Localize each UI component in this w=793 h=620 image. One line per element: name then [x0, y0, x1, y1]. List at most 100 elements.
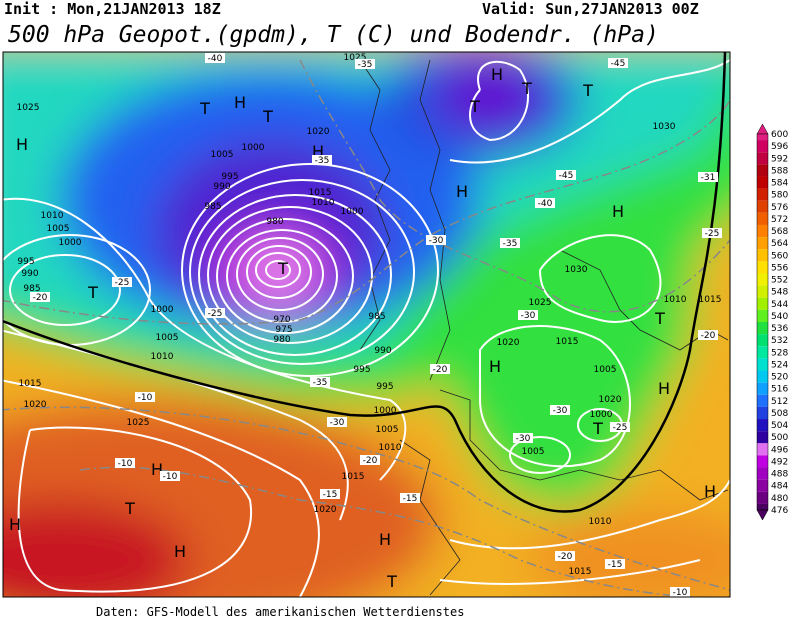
pressure-center: T: [521, 79, 532, 98]
isotherm-label: -30: [521, 311, 536, 321]
isotherm-label-box: [426, 235, 446, 245]
colorbar-label: 528: [771, 348, 788, 358]
isotherm-label: -31: [701, 173, 716, 183]
isobar-label: 1000: [242, 143, 265, 153]
colorbar-label: 536: [771, 324, 788, 334]
isobar-label: 1000: [151, 305, 174, 315]
isobar-label: 1005: [47, 224, 70, 234]
isotherm-label: -30: [553, 406, 568, 416]
pressure-center: T: [582, 81, 593, 100]
isobar-label: 990: [213, 182, 230, 192]
colorbar-swatch: [757, 152, 768, 165]
colorbar-label: 544: [771, 300, 788, 310]
pressure-center: H: [174, 542, 186, 561]
isobar-label: 1010: [41, 211, 64, 221]
colorbar-label: 552: [771, 276, 788, 286]
pressure-center: T: [199, 99, 210, 118]
isotherm-label-box: [430, 364, 450, 374]
colorbar-frame: [756, 133, 769, 511]
colorbar-label: 508: [771, 409, 788, 419]
colorbar-label: 532: [771, 336, 788, 346]
colorbar-label: 580: [771, 191, 788, 201]
isotherm-label: -20: [363, 456, 378, 466]
isobar-label: 1010: [664, 295, 687, 305]
isobar-label: 1010: [589, 517, 612, 527]
colorbar-label: 584: [771, 179, 788, 189]
colorbar-cap: [756, 509, 769, 521]
isotherm-label: -10: [118, 459, 133, 469]
isotherm-label: -20: [433, 365, 448, 375]
pressure-center: H: [612, 202, 624, 221]
isotherm-label: -30: [516, 434, 531, 444]
pressure-center: H: [704, 482, 716, 501]
isotherm-label-box: [556, 170, 576, 180]
isobar-label: 1005: [594, 365, 617, 375]
colorbar-swatch: [757, 479, 768, 492]
colorbar-label: 588: [771, 166, 788, 176]
pressure-center: H: [9, 515, 21, 534]
init-time: Init : Mon,21JAN2013 18Z: [4, 0, 221, 18]
isotherm-label: -40: [208, 54, 223, 64]
isobar-label: 980: [273, 335, 290, 345]
valid-time: Valid: Sun,27JAN2013 00Z: [482, 0, 699, 18]
pressure-center: T: [87, 283, 98, 302]
isobar-label: 1030: [653, 122, 676, 132]
isotherm-label-box: [160, 471, 180, 481]
isotherm-label-box: [205, 53, 225, 63]
isobar-label: 1020: [497, 338, 520, 348]
isotherm-label: -45: [559, 171, 574, 181]
colorbar-label: 576: [771, 203, 788, 213]
isobar-label: 1015: [309, 188, 332, 198]
colorbar-swatch: [757, 261, 768, 274]
pressure-center: T: [592, 419, 603, 438]
colorbar-swatch: [757, 358, 768, 371]
colorbar-swatch: [757, 297, 768, 310]
colorbar-label: 512: [771, 397, 788, 407]
colorbar-label: 556: [771, 263, 788, 273]
colorbar-swatch: [757, 224, 768, 238]
colorbar-label: 596: [771, 142, 788, 152]
isotherm-label-box: [327, 417, 347, 427]
isobar-label: 1020: [24, 400, 47, 410]
isobar-label: 1015: [699, 295, 722, 305]
isotherm-label: -40: [538, 199, 553, 209]
isobar-label: 1010: [379, 443, 402, 453]
colorbar-swatch: [757, 370, 768, 383]
isobar-label: 995: [221, 172, 238, 182]
colorbar-swatch: [757, 394, 768, 407]
colorbar-swatch: [757, 212, 768, 225]
isobar-label: 1005: [522, 447, 545, 457]
isobar-label: 995: [376, 382, 393, 392]
colorbar-label: 560: [771, 251, 788, 261]
colorbar-label: 516: [771, 385, 788, 395]
isotherm-label-box: [112, 277, 132, 287]
isobar-label: 1010: [312, 198, 335, 208]
isotherm-label: -30: [429, 236, 444, 246]
colorbar-swatch: [757, 164, 768, 177]
contour-552: [3, 52, 727, 513]
isobar-label: 1020: [314, 505, 337, 515]
isobar-label: 1000: [590, 410, 613, 420]
colorbar-label: 488: [771, 470, 788, 480]
colorbar-label: 540: [771, 312, 788, 322]
colorbar-label: 492: [771, 457, 788, 467]
colorbar-label: 564: [771, 239, 788, 249]
pressure-center: T: [262, 107, 273, 126]
isotherm-label: -35: [313, 378, 328, 388]
isotherm-label: -10: [673, 588, 688, 598]
isobar-label: 1010: [151, 352, 174, 362]
isotherm-label: -30: [330, 418, 345, 428]
isotherm-label: -10: [163, 472, 178, 482]
colorbar-swatch: [757, 431, 768, 444]
isotherm-label-box: [205, 308, 225, 318]
isobar-label: 1020: [307, 127, 330, 137]
map-title: 500 hPa Geopot.(gpdm), T (C) und Bodendr…: [8, 22, 659, 48]
isobar-label: 1015: [569, 567, 592, 577]
isobar-label: 1000: [374, 406, 397, 416]
colorbar-label: 524: [771, 360, 788, 370]
colorbar-label: 480: [771, 494, 788, 504]
isotherm-label: -25: [115, 278, 130, 288]
isobar-label: 995: [17, 257, 34, 267]
isotherm-label-box: [702, 228, 722, 238]
